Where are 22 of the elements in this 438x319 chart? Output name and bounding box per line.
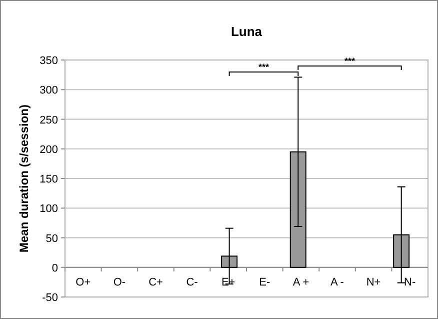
y-tick-label: 50 [46,232,58,245]
y-tick-label: 250 [40,114,58,126]
y-tick-label: 350 [40,55,58,67]
y-tick-label: 300 [40,84,58,97]
x-tick-label: A + [292,276,310,288]
x-tick-label: N- [404,276,416,288]
annotation: *** [258,62,270,72]
y-tick-label: 100 [40,203,58,216]
x-tick-label: C+ [148,276,163,288]
y-tick-label: -50 [42,292,58,304]
chart-title: Luna [230,24,263,39]
annotation: *** [344,56,356,66]
x-tick-label: O- [113,276,126,288]
x-tick-label: C- [186,276,198,288]
x-tick-label: N+ [366,276,381,288]
x-tick-label: A - [330,276,344,288]
x-tick-label: E- [259,276,270,288]
y-tick-label: 150 [40,174,58,186]
y-axis-title: Mean duration (s/session) [17,104,31,253]
x-tick-label: O+ [76,276,91,288]
y-tick-label: 200 [40,144,58,156]
y-tick-label: 0 [52,262,58,274]
